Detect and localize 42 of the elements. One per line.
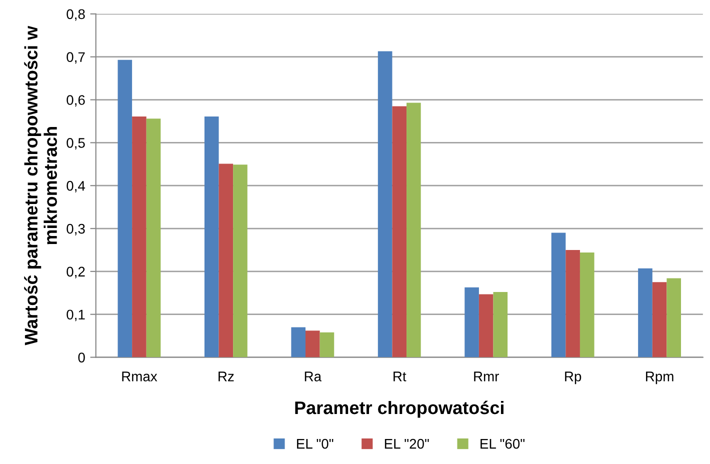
bar — [132, 116, 146, 358]
bar — [493, 292, 508, 358]
bar — [291, 327, 306, 358]
legend-label: EL "20" — [384, 438, 429, 449]
x-tick-label: Rz — [218, 372, 234, 382]
bar — [378, 51, 392, 358]
y-tick-label: 0,6 — [66, 95, 85, 107]
bar — [392, 106, 407, 358]
x-tick-label: Rt — [394, 372, 406, 382]
x-tick-label: Rmax — [122, 372, 158, 382]
x-tick-label: Ra — [304, 372, 322, 382]
bar — [478, 294, 494, 358]
legend-label: EL "60" — [480, 438, 524, 449]
y-tick-label: 0,7 — [66, 52, 85, 64]
bar — [204, 116, 219, 358]
x-tick-label: Rmr — [474, 372, 499, 382]
bar — [406, 102, 421, 358]
y-tick-label: 0,8 — [66, 9, 85, 21]
x-tick-label: Rpm — [646, 372, 674, 384]
bar — [146, 118, 161, 358]
bar — [320, 332, 334, 358]
y-tick-label: 0,5 — [66, 138, 85, 150]
bar — [551, 232, 566, 358]
y-tick-label: 0,4 — [66, 180, 86, 192]
y-tick-label: 0,3 — [66, 224, 85, 236]
bar — [118, 60, 132, 358]
bar — [666, 278, 682, 358]
bar — [652, 282, 667, 358]
bar — [638, 268, 652, 358]
bar — [464, 287, 479, 358]
x-axis-title: Parametr chropowatości — [295, 400, 504, 418]
y-tick-label: 0,1 — [66, 310, 85, 322]
bar — [580, 252, 594, 358]
legend-label: EL "0" — [297, 438, 334, 449]
bar — [233, 164, 248, 358]
bar — [566, 250, 580, 358]
bar — [306, 330, 320, 358]
bar — [218, 164, 234, 358]
x-tick-label: Rp — [565, 372, 582, 384]
y-tick-label: 0,2 — [66, 266, 85, 278]
y-axis-title: Wartość parametru chropowwtości w mikrometrach — [24, 26, 58, 346]
y-tick-label: 0 — [78, 352, 85, 362]
